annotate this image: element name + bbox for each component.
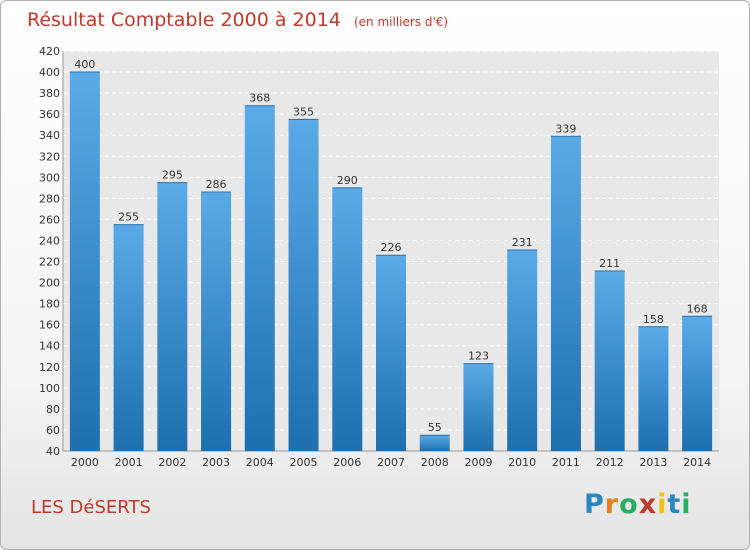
x-tick-label-2009: 2009 xyxy=(464,456,492,469)
y-tick-label: 180 xyxy=(39,298,60,311)
logo-letter: t xyxy=(667,489,682,520)
x-tick-label-2007: 2007 xyxy=(377,456,405,469)
y-tick-label: 100 xyxy=(39,382,60,395)
bar-2013 xyxy=(638,326,669,451)
y-tick-label: 200 xyxy=(39,277,60,290)
bar-2008 xyxy=(419,435,450,451)
y-tick-label: 360 xyxy=(39,108,60,121)
x-tick-label-2008: 2008 xyxy=(421,456,449,469)
bar-2004 xyxy=(244,105,275,451)
data-label-2003: 286 xyxy=(206,178,227,191)
logo-letter: r xyxy=(604,489,620,520)
data-label-2005: 355 xyxy=(293,105,314,118)
x-tick-label-2003: 2003 xyxy=(202,456,230,469)
commune-name: LES DéSERTS xyxy=(31,497,151,518)
y-tick-label: 240 xyxy=(39,234,60,247)
y-tick-label: 40 xyxy=(46,445,60,458)
x-tick-label-2010: 2010 xyxy=(508,456,536,469)
x-tick-label-2011: 2011 xyxy=(552,456,580,469)
bar-2007 xyxy=(376,255,406,451)
y-tick-label: 60 xyxy=(46,424,60,437)
x-tick-label-2006: 2006 xyxy=(333,456,361,469)
bar-2012 xyxy=(594,271,625,451)
x-tick-label-2004: 2004 xyxy=(246,456,274,469)
y-tick-label: 300 xyxy=(39,171,60,184)
logo-letter: i xyxy=(657,489,668,520)
y-tick-label: 420 xyxy=(39,45,60,58)
data-label-2010: 231 xyxy=(512,236,533,249)
data-label-2006: 290 xyxy=(337,174,358,187)
y-tick-label: 260 xyxy=(39,213,60,226)
y-tick-label: 160 xyxy=(39,319,60,332)
data-label-2011: 339 xyxy=(555,122,576,135)
bar-2001 xyxy=(113,224,144,451)
bar-2003 xyxy=(201,192,232,452)
x-tick-label-2013: 2013 xyxy=(639,456,667,469)
logo-letter: P xyxy=(584,489,605,520)
y-tick-label: 220 xyxy=(39,256,60,269)
bar-2002 xyxy=(157,182,188,451)
logo-letter: x xyxy=(638,489,658,520)
y-tick-label: 280 xyxy=(39,192,60,205)
x-tick-label-2012: 2012 xyxy=(596,456,624,469)
y-tick-label: 120 xyxy=(39,361,60,374)
x-tick-label-2014: 2014 xyxy=(683,456,711,469)
chart-title-block: Résultat Comptable 2000 à 2014 (en milli… xyxy=(27,9,448,31)
chart-title: Résultat Comptable 2000 à 2014 xyxy=(27,9,341,31)
logo-letter: o xyxy=(619,489,639,520)
bar-2009 xyxy=(463,363,494,451)
data-label-2002: 295 xyxy=(162,169,183,182)
data-label-2007: 226 xyxy=(381,241,402,254)
data-label-2000: 400 xyxy=(74,58,95,71)
logo-letter: i xyxy=(681,489,692,520)
data-label-2012: 211 xyxy=(599,257,620,270)
data-label-2009: 123 xyxy=(468,350,489,363)
x-tick-label-2005: 2005 xyxy=(290,456,318,469)
bar-2011 xyxy=(550,136,581,451)
data-label-2008: 55 xyxy=(428,421,442,434)
bar-2005 xyxy=(288,119,319,451)
data-label-2014: 168 xyxy=(687,302,708,315)
y-tick-label: 80 xyxy=(46,403,60,416)
x-tick-label-2000: 2000 xyxy=(71,456,99,469)
x-tick-label-2001: 2001 xyxy=(115,456,143,469)
data-label-2004: 368 xyxy=(249,92,270,105)
y-tick-label: 380 xyxy=(39,87,60,100)
y-tick-label: 320 xyxy=(39,150,60,163)
bar-2000 xyxy=(69,72,100,451)
x-tick-label-2002: 2002 xyxy=(158,456,186,469)
bar-2006 xyxy=(332,187,363,451)
proxiti-logo: Proxiti xyxy=(584,489,692,520)
y-tick-label: 140 xyxy=(39,340,60,353)
bar-2010 xyxy=(507,249,538,451)
data-label-2013: 158 xyxy=(643,313,664,326)
y-tick-label: 340 xyxy=(39,129,60,142)
data-label-2001: 255 xyxy=(118,211,139,224)
y-tick-label: 400 xyxy=(39,66,60,79)
bar-2014 xyxy=(682,316,713,451)
chart-subtitle: (en milliers d'€) xyxy=(353,15,449,29)
